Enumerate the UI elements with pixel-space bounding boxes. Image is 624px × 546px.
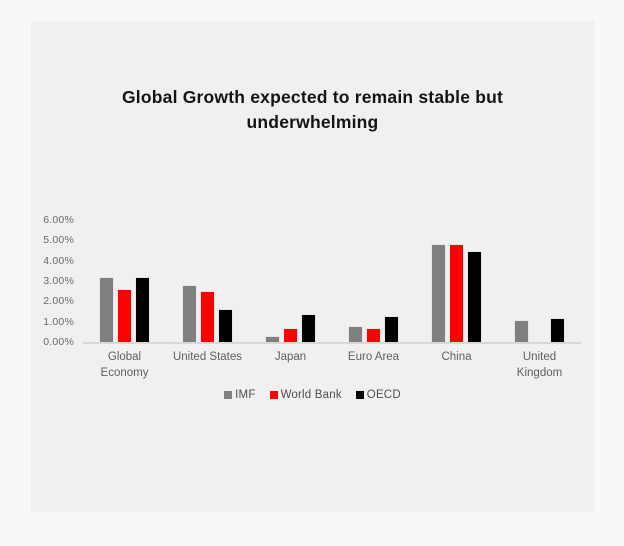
bar-imf [514, 319, 529, 342]
legend-item-oecd: OECD [355, 389, 401, 401]
y-tick-label: 3.00% [43, 275, 74, 287]
bar-oecd [384, 315, 399, 342]
bar-imf [99, 276, 114, 342]
bar-world-bank [200, 291, 215, 342]
bar-oecd [467, 250, 482, 342]
y-tick-label: 0.00% [43, 336, 74, 348]
bar-group-united-states [166, 220, 249, 342]
chart-legend: IMF World Bank OECD [31, 389, 594, 401]
bar-group-united-kingdom [498, 220, 581, 342]
y-tick-label: 6.00% [43, 214, 74, 226]
bar-world-bank [449, 244, 464, 342]
bar-oecd [550, 317, 565, 342]
legend-swatch-icon [224, 391, 233, 399]
legend-label: IMF [235, 389, 256, 401]
y-tick-label: 2.00% [43, 295, 74, 308]
bar-group-global-economy [83, 220, 166, 342]
y-tick-label: 5.00% [43, 234, 74, 247]
bar-group-china [415, 220, 498, 342]
bar-world-bank [117, 289, 132, 342]
legend-swatch-icon [355, 391, 364, 399]
category-label: United States [172, 351, 243, 363]
y-tick-label: 4.00% [43, 254, 74, 267]
bar-oecd [218, 309, 233, 342]
category-label: Euro Area [347, 351, 400, 363]
bar-imf [265, 335, 280, 342]
bar-group-euro-area [332, 220, 415, 342]
category-label: Japan [274, 351, 307, 363]
bar-imf [182, 285, 197, 342]
bar-imf [348, 325, 363, 342]
bar-oecd [301, 313, 316, 342]
y-tick-label: 1.00% [43, 315, 74, 328]
chart-title: Global Growth expected to remain stable … [121, 87, 504, 132]
bar-oecd [135, 276, 150, 342]
legend-label: OECD [366, 389, 401, 401]
category-label: United Kingdom [516, 351, 563, 380]
bar-group-japan [249, 220, 332, 342]
category-label: China [441, 351, 472, 363]
legend-item-imf: IMF [224, 389, 255, 401]
plot-area [83, 220, 581, 344]
x-axis-labels: Global Economy United States Japan Euro Are… [83, 349, 581, 381]
legend-swatch-icon [269, 391, 278, 399]
chart-card: Global Growth expected to remain stable … [31, 21, 594, 512]
bar-world-bank [283, 327, 298, 342]
legend-item-world-bank: World Bank [269, 389, 342, 401]
legend-label: World Bank [280, 389, 342, 401]
bar-imf [431, 244, 446, 342]
bar-world-bank [366, 327, 381, 342]
category-label: Global Economy [100, 351, 149, 380]
